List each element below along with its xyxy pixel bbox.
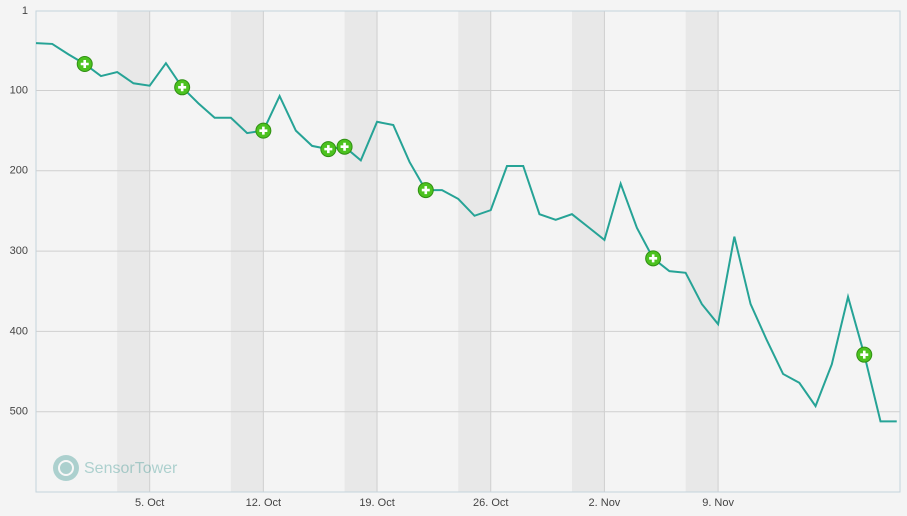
y-tick-label: 100 — [10, 84, 28, 96]
update-marker — [76, 55, 93, 72]
y-tick-label: 1 — [22, 5, 28, 17]
update-marker — [856, 346, 873, 363]
update-marker-plus — [324, 145, 333, 154]
x-tick-label: 12. Oct — [246, 497, 281, 509]
x-tick-label: 2. Nov — [589, 497, 621, 509]
update-marker — [255, 122, 272, 139]
update-marker-plus — [860, 350, 869, 359]
update-marker-plus — [340, 142, 349, 151]
update-marker-plus — [259, 126, 268, 135]
update-marker — [320, 141, 337, 158]
update-marker — [174, 79, 191, 96]
y-tick-label: 500 — [10, 406, 28, 418]
watermark: SensorTower — [53, 455, 178, 481]
update-marker-plus — [178, 83, 187, 92]
x-tick-label: 9. Nov — [702, 497, 734, 509]
watermark-text: SensorTower — [84, 460, 178, 477]
update-marker — [336, 138, 353, 155]
update-marker — [417, 182, 434, 199]
plot-border — [35, 10, 901, 493]
y-tick-label: 200 — [10, 165, 28, 177]
update-marker — [645, 250, 662, 267]
watermark-icon-inner — [58, 460, 74, 476]
watermark-icon — [53, 455, 79, 481]
update-marker-plus — [421, 186, 430, 195]
x-tick-label: 5. Oct — [135, 497, 164, 509]
y-tick-label: 400 — [10, 325, 28, 337]
x-tick-label: 19. Oct — [359, 497, 394, 509]
update-marker-plus — [649, 254, 658, 263]
y-tick-label: 300 — [10, 245, 28, 257]
update-marker-plus — [80, 59, 89, 68]
x-tick-label: 26. Oct — [473, 497, 508, 509]
